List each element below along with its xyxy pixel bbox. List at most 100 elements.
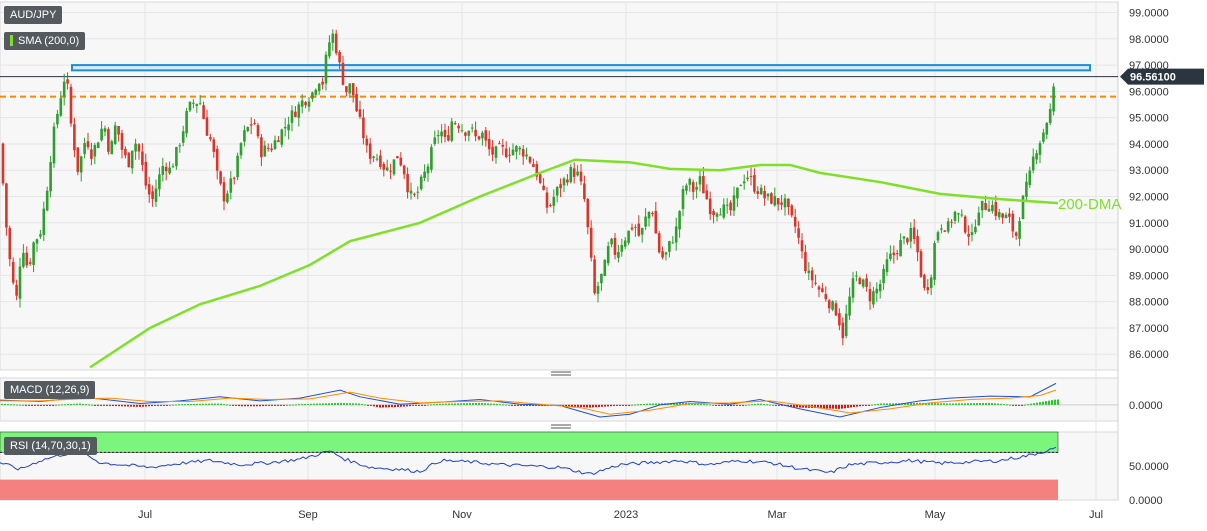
candle [613,232,617,260]
candle-body [1035,153,1038,160]
candle-body [538,174,542,183]
candle-body [909,227,913,242]
candle-body [362,117,365,139]
candle-body [5,183,8,228]
candle-body [739,185,743,187]
candle-body [56,113,59,125]
candle-body [542,185,545,190]
macd-histogram-bar [439,403,441,405]
candle [555,186,559,203]
candle-body [209,137,212,140]
macd-histogram-bar [733,404,735,406]
candle-body [562,178,566,186]
macd-histogram-bar [409,404,411,407]
candle-body [168,167,171,174]
current-price-flag-bg [1120,68,1204,85]
candle-body [334,33,338,54]
macd-histogram-bar [766,404,768,406]
macd-histogram-bar [1054,399,1056,405]
macd-histogram-bar [916,402,918,405]
candle [858,276,862,285]
rsi-tick-label: 50.0000 [1129,461,1169,473]
candle-body [555,187,559,196]
macd-histogram-bar [451,403,453,405]
macd-resize-handle[interactable] [551,371,571,376]
price-tick-label: 92.0000 [1129,192,1169,204]
sma-200-annotation: 200-DMA [1058,196,1121,213]
candle-body [328,42,331,57]
macd-histogram-bar [1042,401,1044,405]
candle [528,155,532,165]
candle-body [273,140,277,150]
symbol-label[interactable]: AUD/JPY [4,6,63,24]
macd-histogram-bar [43,404,45,406]
macd-histogram-bar [835,404,837,409]
macd-histogram-bar [928,403,930,405]
candle [35,238,39,253]
macd-histogram-bar [634,404,636,406]
candle-body [69,86,73,124]
candle [855,271,858,282]
candle [644,208,647,230]
candle [746,170,749,182]
candle [654,201,658,234]
candle [158,167,161,197]
sma-indicator-label[interactable]: SMA (200,0) [4,32,86,50]
candle [620,238,624,257]
macd-histogram-bar [109,404,111,406]
candle-body [450,121,454,141]
macd-histogram-bar [958,403,960,405]
candle-body [885,259,889,273]
macd-histogram-bar [601,404,603,407]
candle [232,176,236,185]
macd-histogram-bar [127,404,129,407]
candle-body [436,134,440,137]
candle [453,120,457,126]
candle-body [579,171,583,182]
candle-body [338,51,341,63]
rsi-overbought-zone [0,431,1059,453]
macd-histogram-bar [325,403,327,405]
macd-histogram-bar [7,404,9,406]
candle [508,147,511,163]
candle [175,146,178,170]
rsi-resize-handle[interactable] [551,424,571,429]
macd-histogram-bar [676,403,678,405]
candle [409,182,413,200]
macd-histogram-bar [1027,404,1029,406]
macd-histogram-bar [202,403,204,405]
macd-histogram-bar [106,404,108,406]
candle [341,55,345,86]
macd-indicator-label[interactable]: MACD (12,26,9) [4,381,96,399]
candle-body [389,170,392,172]
macd-histogram-bar [997,403,999,405]
candle-body [385,167,389,171]
candle [899,233,902,257]
candle-body [946,221,950,232]
macd-histogram-bar [412,404,414,406]
candle [1004,212,1008,219]
candle [997,208,1001,221]
candle [960,209,964,218]
candle-body [28,262,32,264]
candle [634,224,637,237]
macd-histogram-bar [424,404,426,406]
candle [715,212,719,222]
x-tick-label: Sep [298,509,318,521]
candle-body [1038,143,1042,155]
macd-histogram-bar [397,404,399,407]
macd-histogram-bar [433,404,435,406]
candle [756,186,760,200]
candle [739,184,743,187]
macd-histogram-bar [253,404,255,407]
macd-histogram-bar [310,403,312,405]
candle-body [236,155,239,178]
macd-histogram-bar [295,404,297,406]
macd-histogram-bar [592,404,594,408]
candle [389,163,392,180]
candle-body [416,191,420,193]
rsi-indicator-label[interactable]: RSI (14,70,30,1) [4,437,97,455]
candle [491,140,494,162]
candle-body [375,158,379,160]
candle [28,258,32,266]
